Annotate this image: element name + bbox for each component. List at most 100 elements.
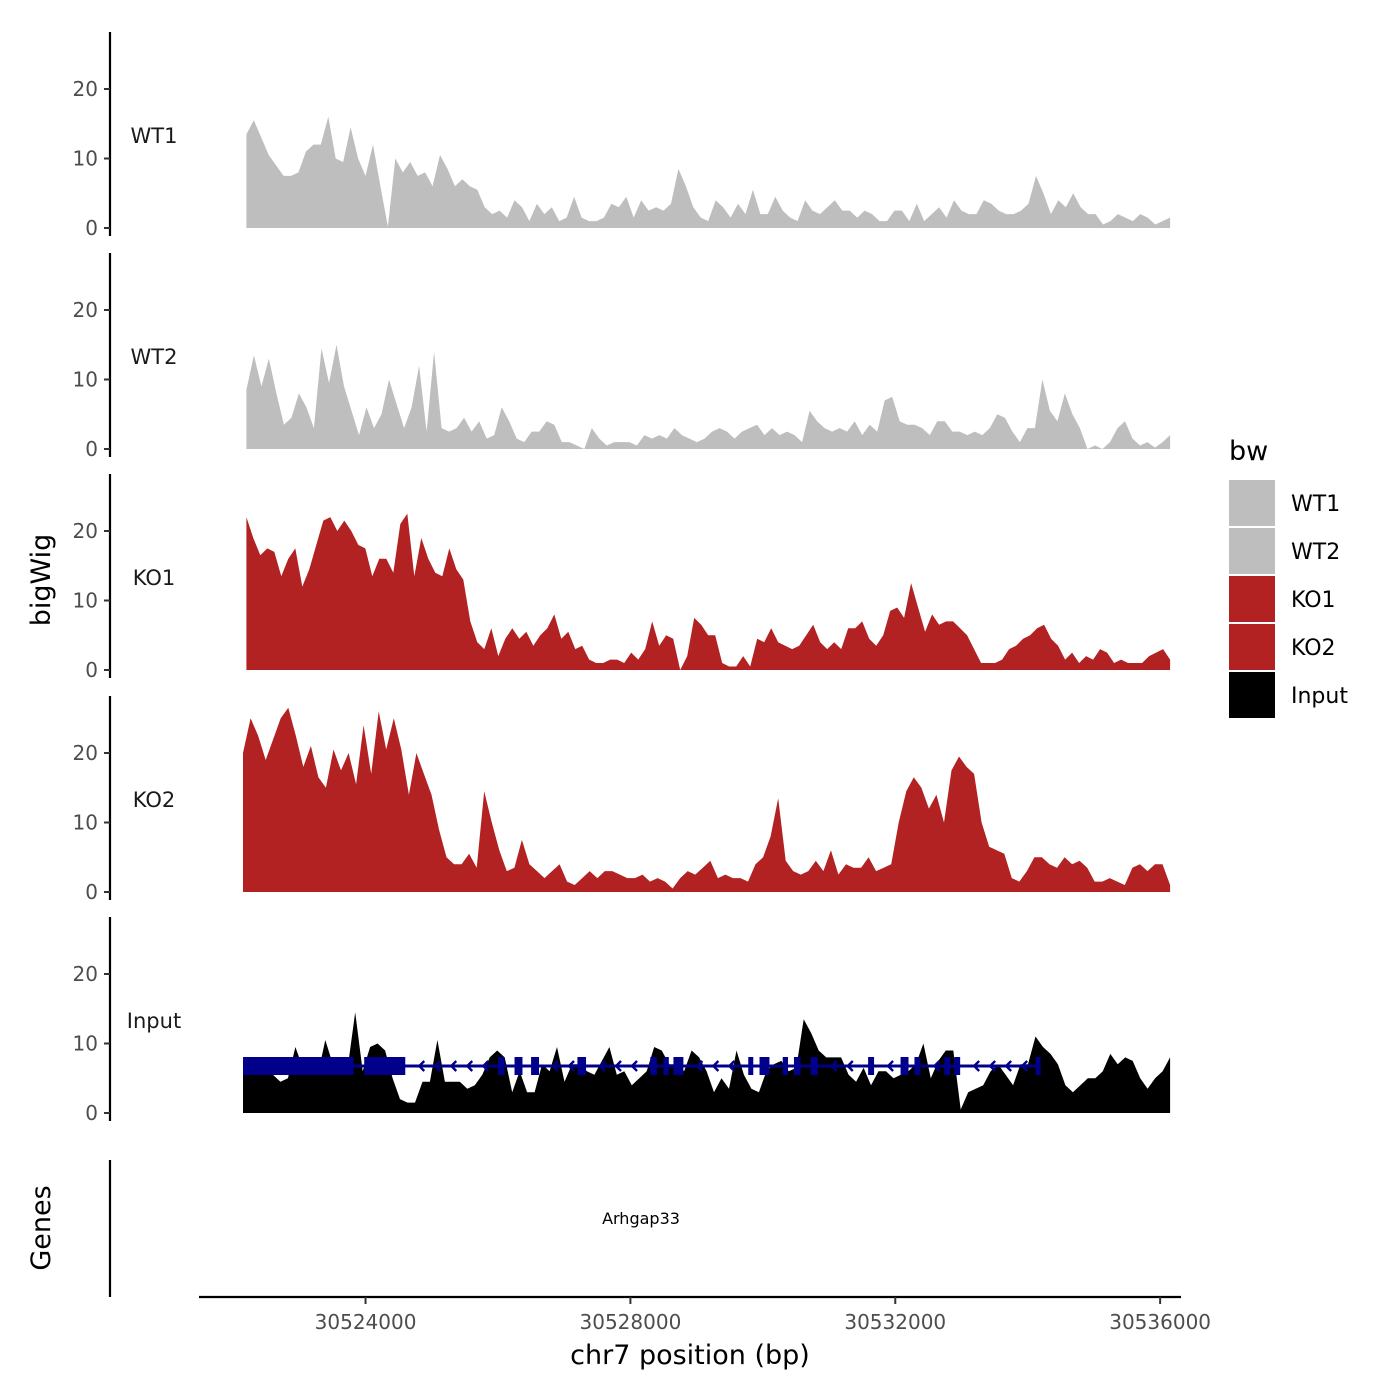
strand-chevron [630,1060,638,1072]
y-tick-label: 10 [73,368,98,392]
gene-exon [782,1057,788,1075]
strand-chevron [551,1060,559,1072]
strand-chevron [1004,1060,1013,1072]
gene-label: Arhgap33 [602,1209,680,1228]
strand-chevron [417,1060,426,1072]
track-label: WT1 [131,124,178,148]
strand-chevron [932,1060,941,1072]
track-wt2: 0 10 20 WT2 [73,253,1171,461]
y-axis-title: bigWig [26,534,57,627]
gene-exon [900,1057,909,1075]
track-wt1: 0 10 20 WT1 [73,32,1171,240]
strand-chevron [830,1060,838,1072]
gene-exon [531,1057,540,1075]
legend-item-ko1: KO1 [1229,576,1336,622]
legend-swatch [1229,624,1275,670]
strand-chevron [886,1060,894,1072]
legend-swatch [1229,528,1275,574]
strand-chevron [1020,1060,1029,1072]
track-input: 0 10 20 Input [73,917,1171,1125]
strand-chevron [614,1060,622,1072]
legend-item-input: Input [1229,672,1348,718]
strand-chevron [711,1060,720,1072]
y-tick-label: 10 [73,589,98,613]
x-tick-label: 30532000 [844,1310,946,1334]
x-axis: 30524000 30528000 30532000 30536000 chr7 po… [199,1295,1211,1371]
legend-item-wt2: WT2 [1229,528,1340,574]
strand-chevron [449,1060,458,1072]
gene-exon [868,1057,875,1075]
strand-chevron [695,1060,704,1072]
legend-label: WT1 [1291,492,1340,517]
track-label: KO1 [133,566,176,590]
strand-chevron [465,1060,474,1072]
x-tick-label: 30528000 [580,1310,682,1334]
x-ticks: 30524000 30528000 30532000 30536000 [315,1297,1211,1334]
strand-chevron [567,1060,575,1072]
y-tick-label: 10 [73,147,98,171]
legend-item-ko2: KO2 [1229,624,1336,670]
strand-chevron [598,1060,606,1072]
x-tick-label: 30536000 [1109,1310,1211,1334]
strand-chevron [972,1060,981,1072]
gene-exon [364,1057,406,1075]
track-label: KO2 [133,788,176,812]
gene-exon [954,1057,961,1075]
legend-swatch [1229,480,1275,526]
genes-panel: Genes Arhgap33 [26,1057,1041,1297]
gene-exon [673,1057,684,1075]
y-tick-label: 10 [73,811,98,835]
gene-exon [944,1057,951,1075]
y-tick-label: 20 [73,77,98,101]
y-tick-label: 20 [73,962,98,986]
gene-exon [577,1057,587,1075]
tracks-group: 0 10 20 WT1 0 10 20 WT2 0 10 20 KO1 0 10 20 KO2 0 10 20 Inp… [73,32,1171,1125]
signal-area-wt2 [246,344,1171,449]
strand-chevron [988,1060,997,1072]
signal-area-input [243,1012,1171,1113]
strand-chevron [846,1060,854,1072]
y-tick-label: 0 [85,437,98,461]
strand-chevron [433,1060,442,1072]
legend-item-wt1: WT1 [1229,480,1340,526]
legend-items: WT1 WT2 KO1 KO2 Input [1229,480,1348,718]
legend-label: WT2 [1291,540,1340,565]
gene-exon [759,1057,770,1075]
gene-exon [1035,1057,1041,1075]
legend-label: Input [1291,684,1348,709]
legend: bw WT1 WT2 KO1 KO2 Input [1229,436,1348,718]
gene-exon [243,1057,354,1075]
gene-exon [663,1057,669,1075]
gene-exon [914,1057,921,1075]
strand-chevron [481,1060,490,1072]
track-label: Input [127,1009,181,1033]
gene-exon [497,1057,505,1075]
y-tick-label: 0 [85,658,98,682]
gene-exon [650,1057,657,1075]
x-axis-title: chr7 position (bp) [570,1340,810,1371]
legend-title: bw [1229,436,1268,467]
y-tick-label: 0 [85,880,98,904]
y-tick-label: 10 [73,1032,98,1056]
signal-area-ko1 [246,513,1171,670]
gene-model [243,1057,1041,1075]
track-ko2: 0 10 20 KO2 [73,696,1171,904]
track-ko1: 0 10 20 KO1 [73,474,1171,682]
legend-swatch [1229,672,1275,718]
gene-exon [810,1057,818,1075]
y-tick-label: 0 [85,1101,98,1125]
y-tick-label: 20 [73,298,98,322]
gene-exon [793,1057,801,1075]
y-tick-label: 20 [73,519,98,543]
x-tick-label: 30524000 [315,1310,417,1334]
signal-area-wt1 [246,116,1171,228]
genes-axis-title: Genes [26,1185,57,1270]
y-tick-label: 20 [73,741,98,765]
legend-label: KO2 [1291,636,1336,661]
legend-label: KO1 [1291,588,1336,613]
track-label: WT2 [131,345,178,369]
signal-area-ko2 [243,707,1171,892]
strand-chevron [727,1060,736,1072]
legend-swatch [1229,576,1275,622]
